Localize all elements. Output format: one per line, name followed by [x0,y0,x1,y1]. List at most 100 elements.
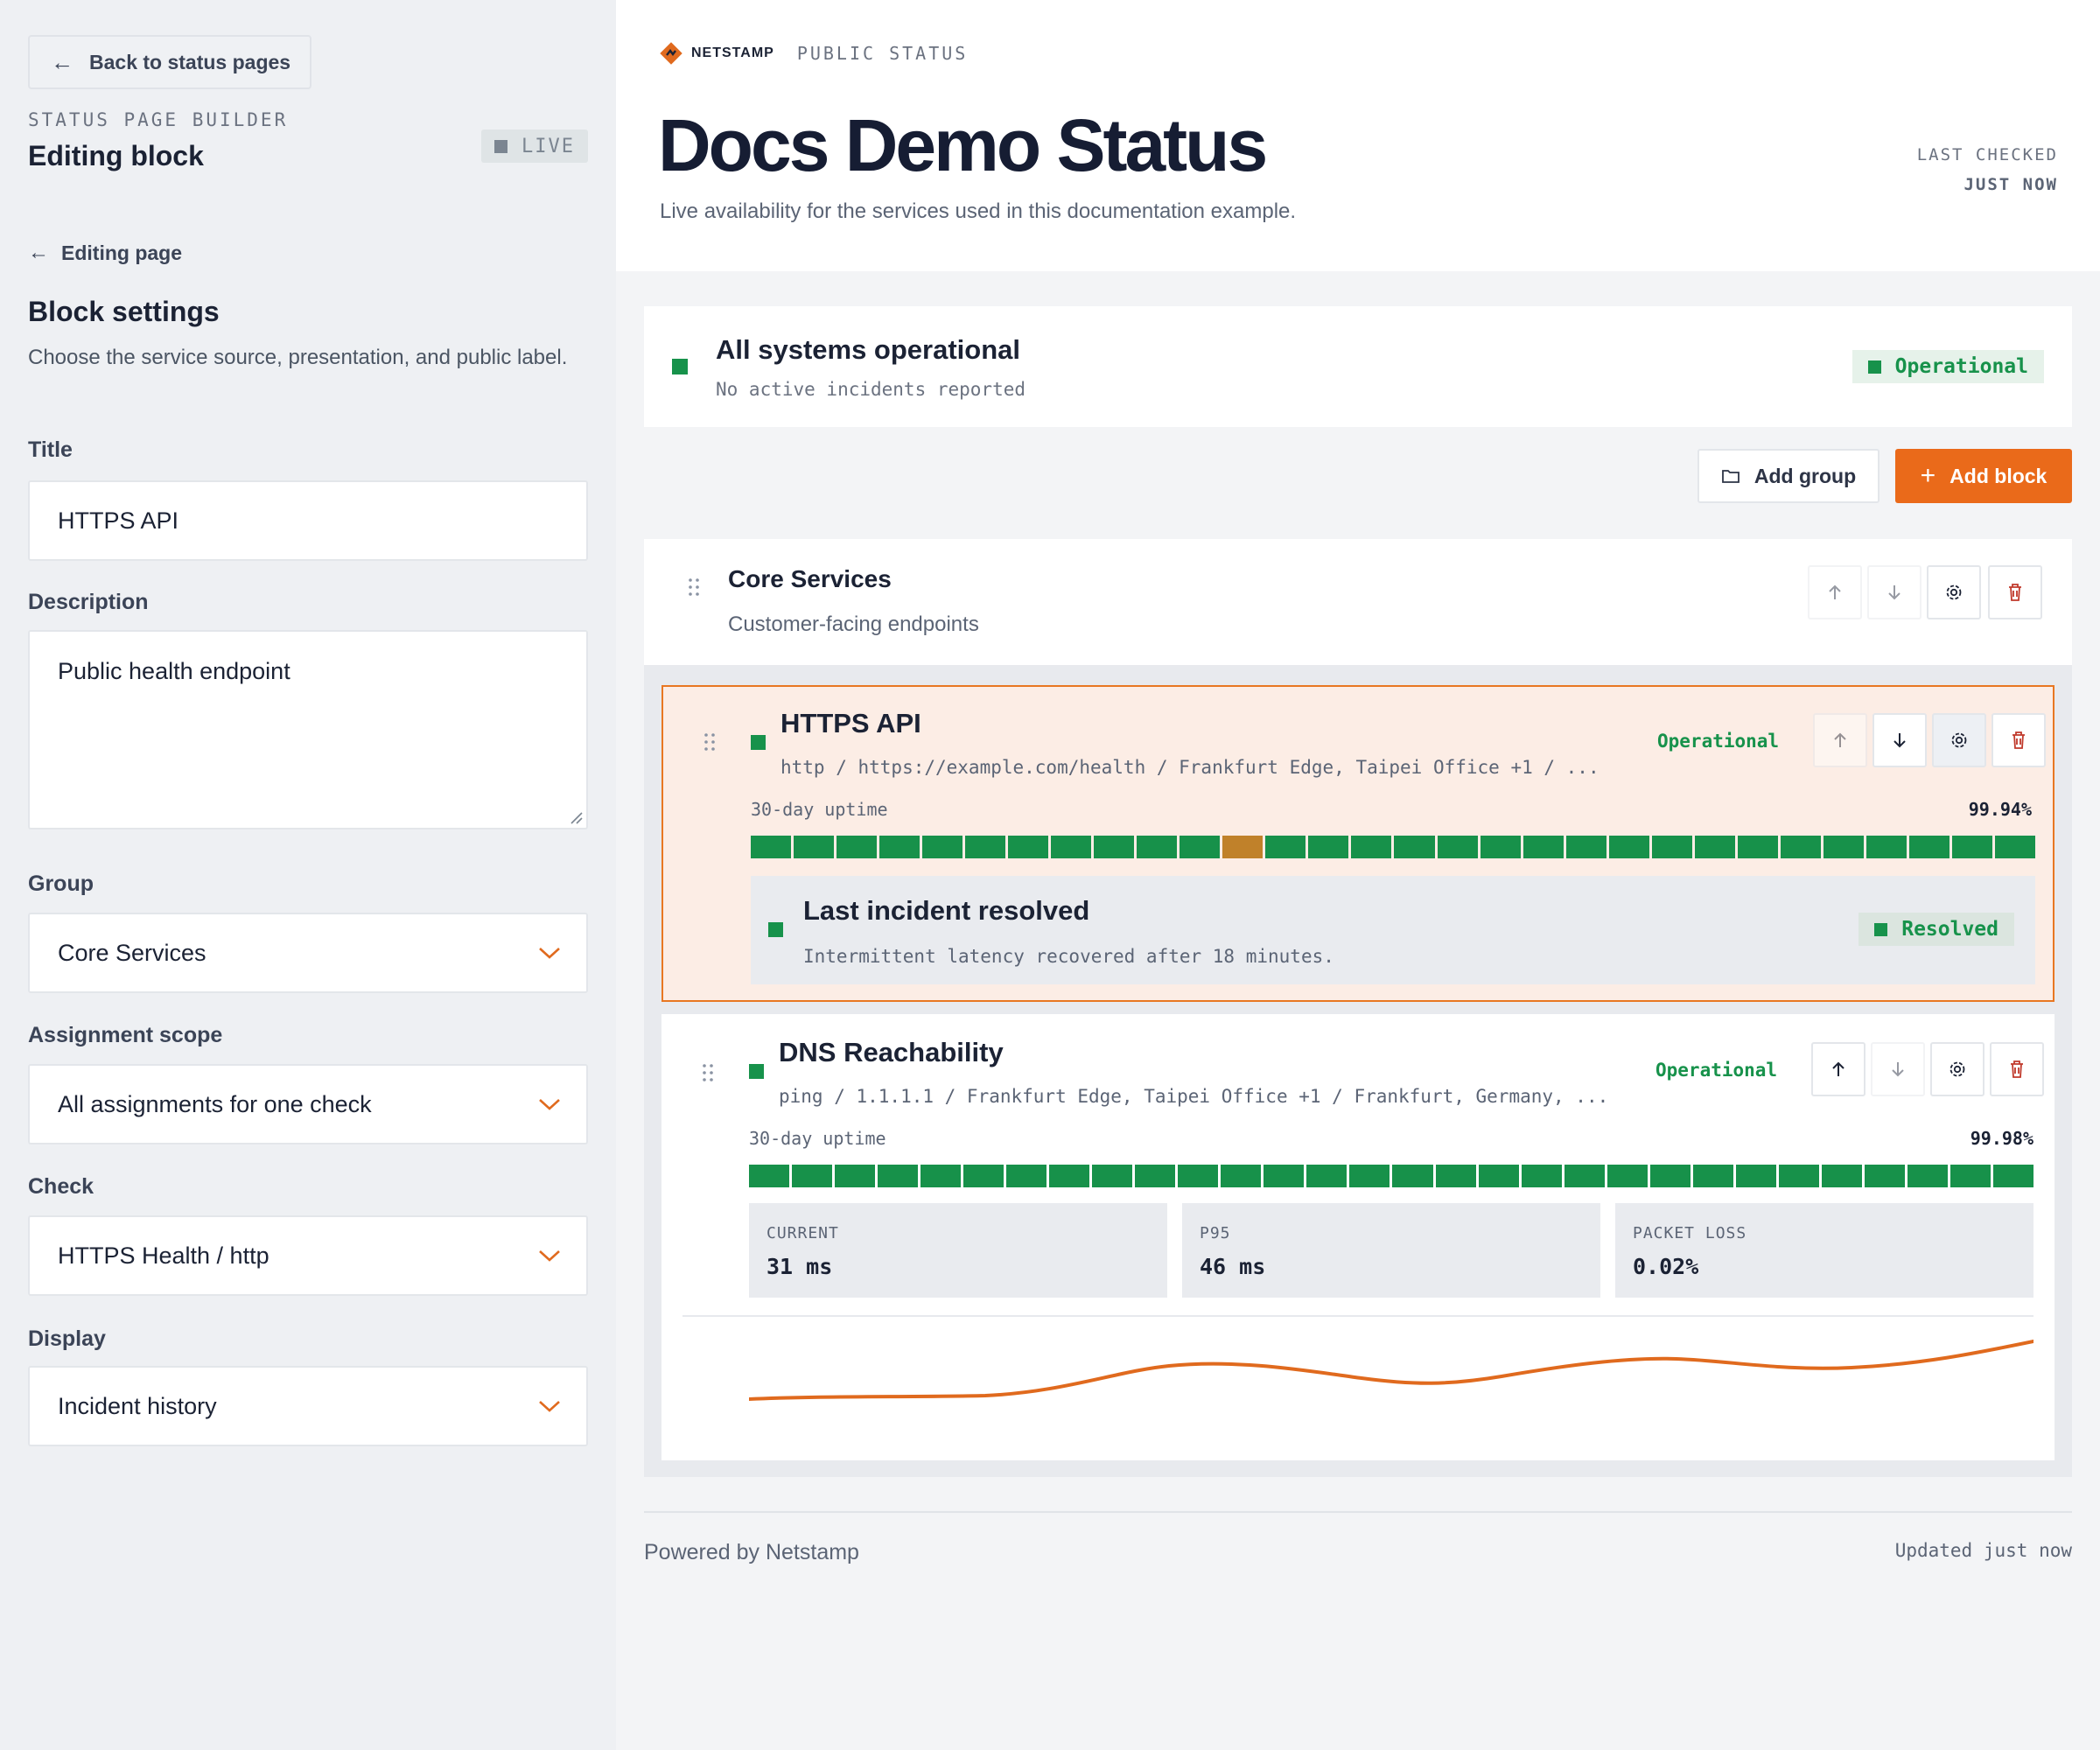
uptime-day-ok[interactable] [1480,836,1521,858]
service-settings-button[interactable] [1932,713,1986,767]
display-select[interactable]: Incident history [28,1366,588,1446]
service-move-up-button[interactable] [1811,1042,1866,1096]
uptime-day-ok[interactable] [1178,1165,1219,1187]
service-meta: http / https://example.com/health / Fran… [780,757,1600,778]
resize-handle-icon[interactable] [569,810,583,824]
uptime-day-ok[interactable] [1522,836,1564,858]
metric-p95: P95 46 ms [1182,1203,1600,1298]
uptime-day-ok[interactable] [1264,1165,1305,1187]
uptime-day-ok[interactable] [1006,1165,1047,1187]
uptime-day-ok[interactable] [1351,836,1392,858]
drag-handle-icon[interactable] [702,1063,714,1082]
uptime-day-ok[interactable] [1694,836,1735,858]
uptime-day-ok[interactable] [1437,836,1478,858]
uptime-day-ok[interactable] [1308,836,1349,858]
drag-handle-icon[interactable] [704,732,716,752]
service-delete-button[interactable] [1990,1042,2044,1096]
title-input[interactable]: HTTPS API [28,480,588,561]
uptime-day-ok[interactable] [1908,836,1950,858]
uptime-day-ok[interactable] [1392,1165,1433,1187]
uptime-day-ok[interactable] [920,1165,962,1187]
uptime-day-ok[interactable] [1992,1165,2034,1187]
add-block-label: Add block [1950,464,2048,487]
group-move-down-button[interactable] [1867,565,1922,620]
uptime-day-ok[interactable] [1564,1165,1605,1187]
metric-value: 0.02% [1633,1254,1699,1279]
uptime-day-ok[interactable] [1092,1165,1133,1187]
uptime-day-ok[interactable] [749,1165,790,1187]
uptime-day-ok[interactable] [1907,1165,1948,1187]
description-textarea[interactable]: Public health endpoint [28,630,588,830]
uptime-day-ok[interactable] [963,1165,1004,1187]
uptime-day-ok[interactable] [1137,836,1178,858]
group-move-up-button[interactable] [1808,565,1862,620]
uptime-day-ok[interactable] [1950,1165,1991,1187]
uptime-day-ok[interactable] [1349,1165,1390,1187]
uptime-day-ok[interactable] [751,836,792,858]
uptime-day-ok[interactable] [1780,836,1821,858]
uptime-day-ok[interactable] [1435,1165,1476,1187]
assignment-scope-field-label: Assignment scope [28,1023,223,1047]
uptime-day-ok[interactable] [1823,836,1864,858]
uptime-day-ok[interactable] [1221,1165,1262,1187]
uptime-day-ok[interactable] [879,836,920,858]
uptime-day-ok[interactable] [1651,836,1692,858]
powered-by[interactable]: Powered by Netstamp [644,1540,859,1564]
uptime-day-ok[interactable] [1265,836,1306,858]
uptime-day-ok[interactable] [1306,1165,1348,1187]
uptime-day-ok[interactable] [1692,1165,1733,1187]
service-settings-button[interactable] [1930,1042,1984,1096]
service-move-down-button[interactable] [1871,1042,1925,1096]
service-block-dns-reachability[interactable]: DNS Reachability ping / 1.1.1.1 / Frankf… [662,1014,2054,1460]
builder-sidebar: ← Back to status pages STATUS PAGE BUILD… [0,0,616,1750]
uptime-day-ok[interactable] [792,1165,833,1187]
check-select[interactable]: HTTPS Health / http [28,1215,588,1296]
metric-value: 31 ms [766,1254,833,1279]
add-block-button[interactable]: + Add block [1895,449,2072,503]
back-to-status-pages-button[interactable]: ← Back to status pages [28,35,312,89]
group-settings-button[interactable] [1927,565,1981,620]
uptime-day-ok[interactable] [965,836,1006,858]
uptime-day-ok[interactable] [1951,836,1992,858]
group-select[interactable]: Core Services [28,913,588,993]
uptime-day-ok[interactable] [1994,836,2035,858]
uptime-day-ok[interactable] [1565,836,1606,858]
arrow-left-icon: ← [28,241,49,264]
uptime-day-ok[interactable] [922,836,963,858]
uptime-day-ok[interactable] [794,836,835,858]
service-delete-button[interactable] [1992,713,2046,767]
uptime-day-ok[interactable] [1051,836,1092,858]
add-group-button[interactable]: Add group [1698,449,1880,503]
display-field-label: Display [28,1326,106,1351]
uptime-day-ok[interactable] [1778,1165,1819,1187]
assignment-scope-select[interactable]: All assignments for one check [28,1064,588,1144]
group-delete-button[interactable] [1988,565,2042,620]
uptime-day-ok[interactable] [1821,1165,1862,1187]
uptime-day-ok[interactable] [1094,836,1135,858]
uptime-day-ok[interactable] [1866,836,1907,858]
service-move-down-button[interactable] [1872,713,1927,767]
uptime-day-ok[interactable] [1864,1165,1905,1187]
uptime-day-ok[interactable] [1606,1165,1648,1187]
arrow-up-icon [1834,732,1846,747]
uptime-day-ok[interactable] [1008,836,1049,858]
uptime-day-ok[interactable] [1735,1165,1776,1187]
editing-page-link[interactable]: ← Editing page [28,241,182,265]
uptime-day-degraded[interactable] [1222,836,1264,858]
chevron-down-icon [539,948,560,959]
service-move-up-button[interactable] [1813,713,1867,767]
uptime-day-ok[interactable] [1180,836,1221,858]
service-block-https-api[interactable]: HTTPS API http / https://example.com/hea… [662,685,2054,1002]
uptime-day-ok[interactable] [1649,1165,1690,1187]
uptime-day-ok[interactable] [1478,1165,1519,1187]
drag-handle-icon[interactable] [688,578,700,597]
uptime-day-ok[interactable] [1394,836,1435,858]
uptime-day-ok[interactable] [878,1165,919,1187]
uptime-day-ok[interactable] [1049,1165,1090,1187]
uptime-day-ok[interactable] [1737,836,1778,858]
uptime-day-ok[interactable] [1608,836,1649,858]
uptime-day-ok[interactable] [835,1165,876,1187]
uptime-day-ok[interactable] [1135,1165,1176,1187]
uptime-day-ok[interactable] [836,836,878,858]
uptime-day-ok[interactable] [1521,1165,1562,1187]
